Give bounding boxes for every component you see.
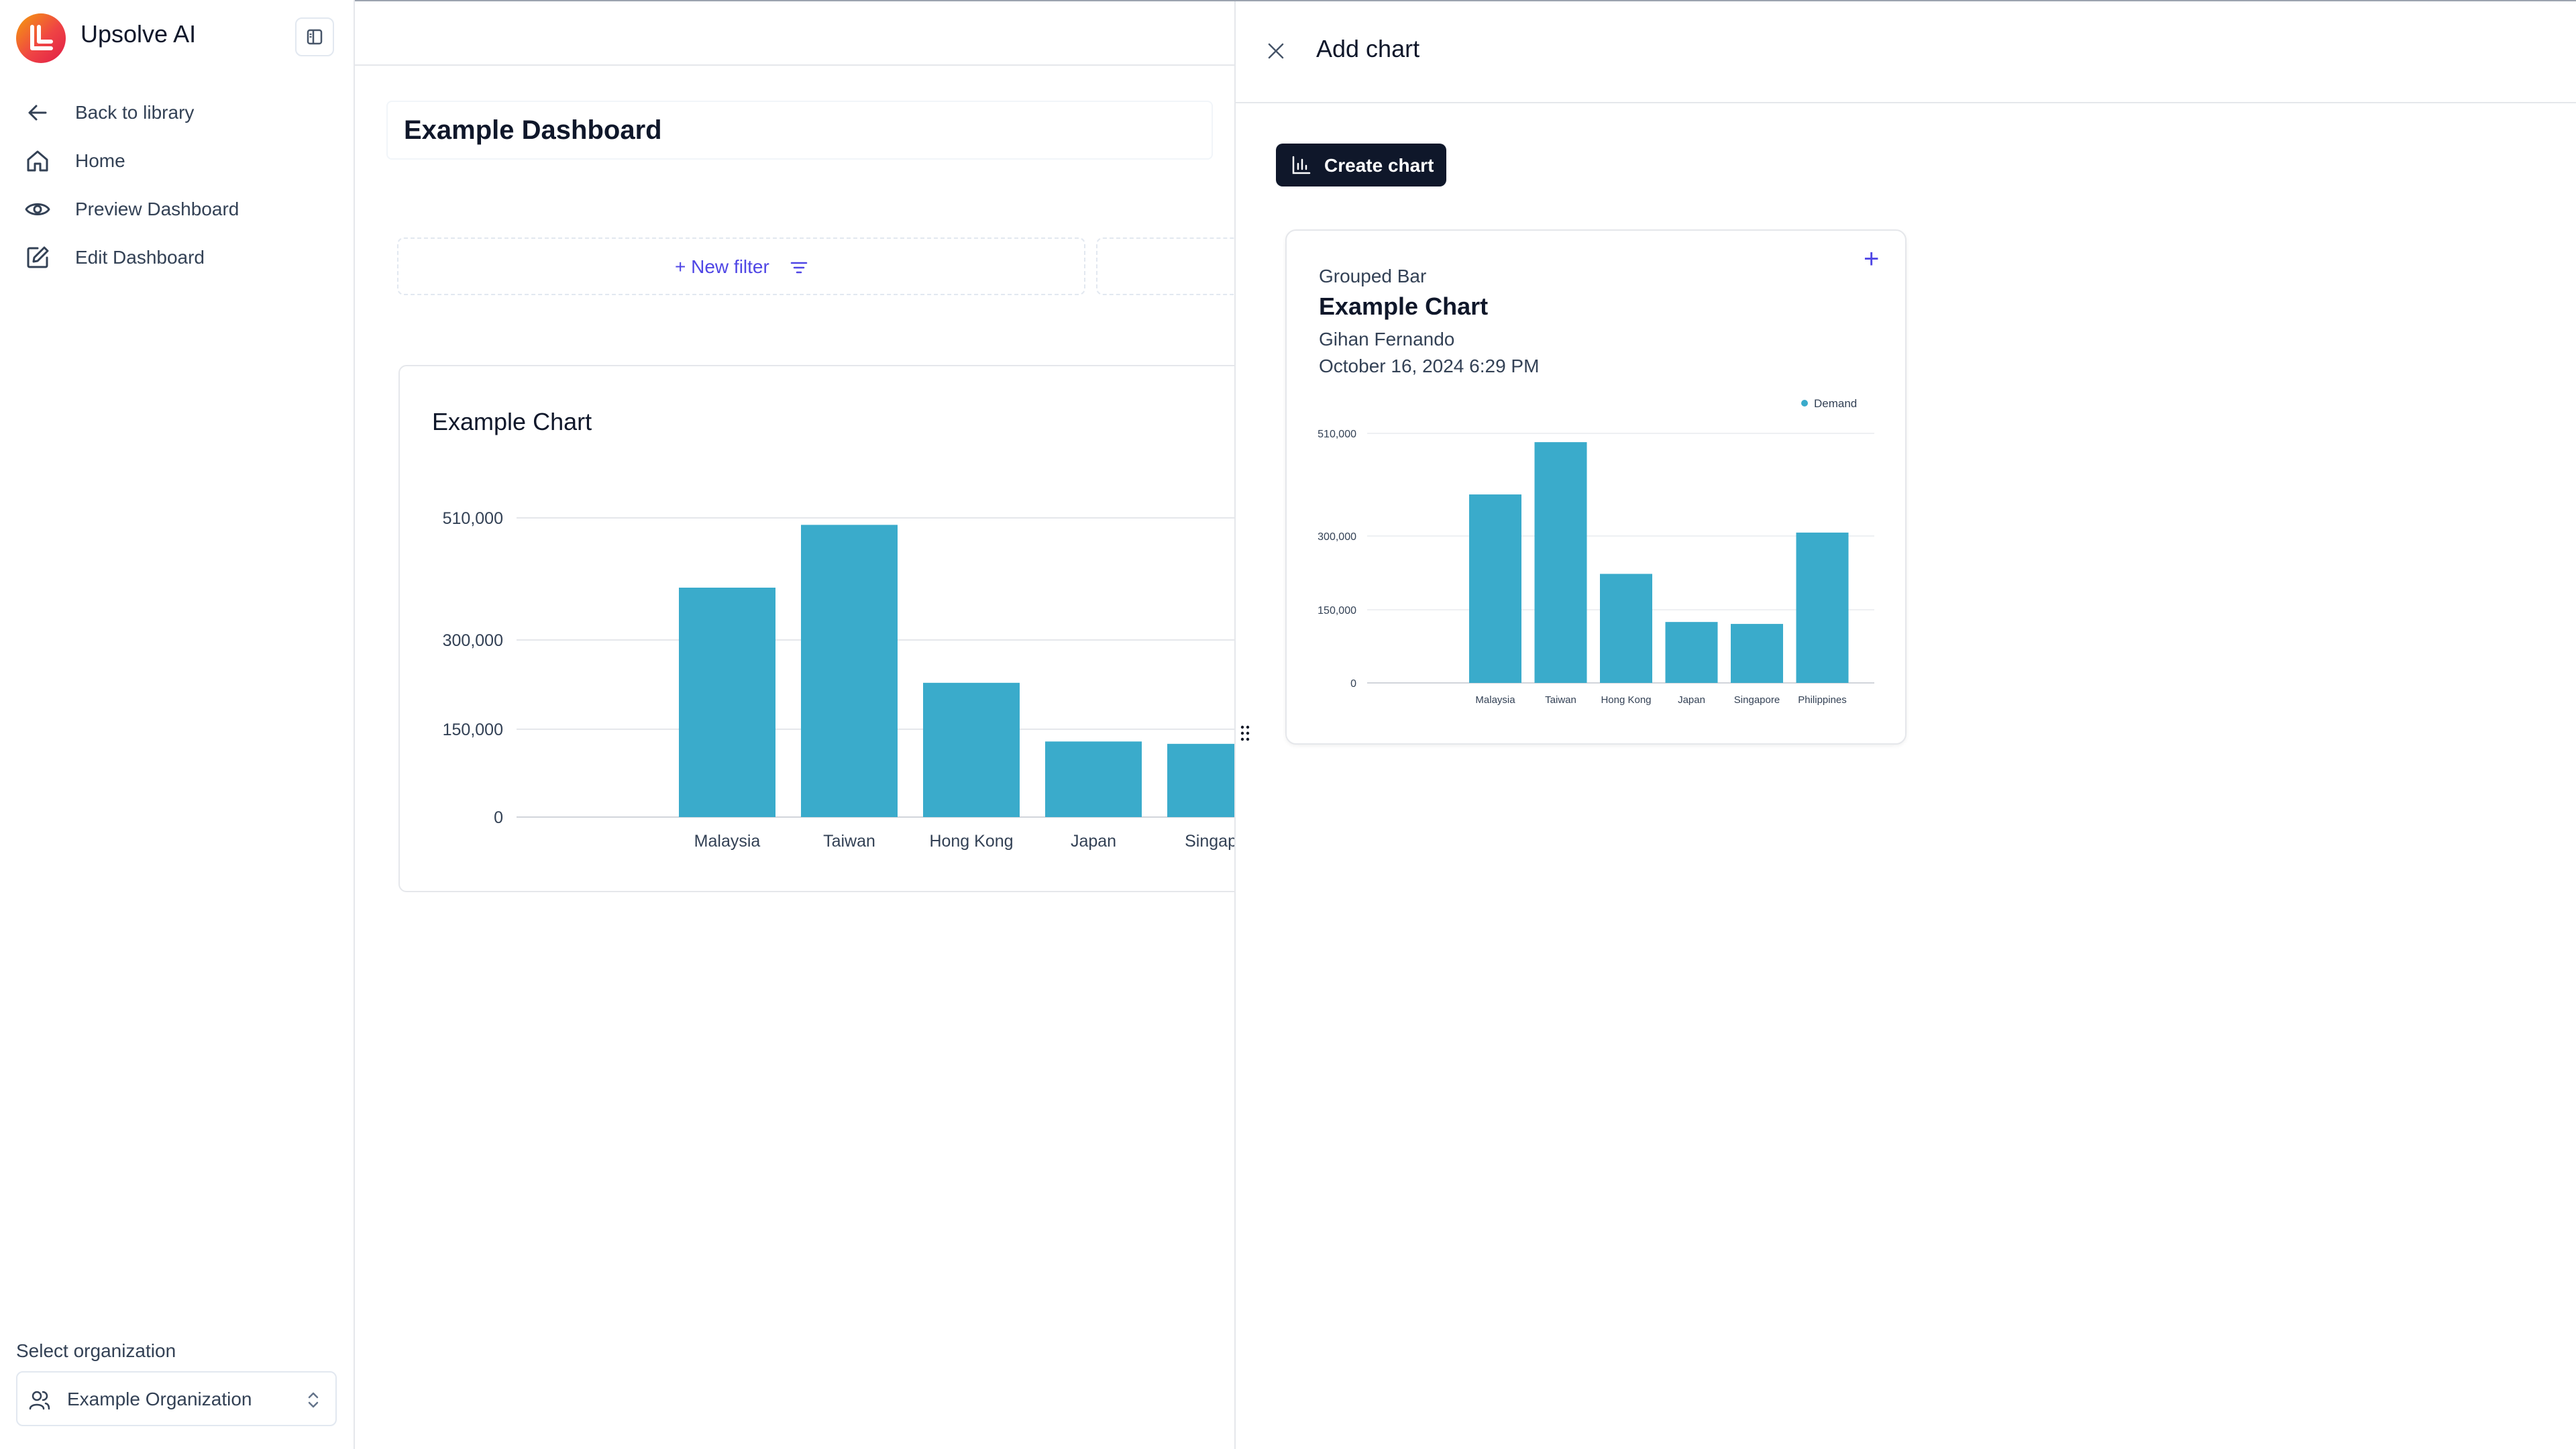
add-chart-plus-button[interactable]: + (1864, 244, 1880, 274)
close-drawer-button[interactable] (1261, 36, 1291, 66)
sidebar-item-label: Home (75, 150, 125, 171)
chart-title: Example Chart (432, 408, 592, 435)
y-tick-label: 150,000 (1318, 605, 1356, 616)
x-tick-label: Japan (1071, 832, 1116, 851)
drag-handle[interactable] (1240, 724, 1250, 742)
logo-mark-icon (30, 25, 53, 50)
x-tick-label: Hong Kong (1601, 694, 1651, 706)
main-bar-chart: 0 150,000 300,000 510,000 Malaysia Taiwan Hong… (443, 509, 1234, 851)
org-select-label: Select organization (16, 1340, 176, 1361)
sidebar-item-back-to-library[interactable]: Back to library (24, 93, 339, 133)
bar (1167, 743, 1234, 817)
x-tick-label: Philippines (1798, 694, 1847, 706)
sidebar-item-label: Edit Dashboard (75, 247, 205, 268)
x-tick-label: Singapore (1734, 694, 1780, 706)
filter-lines-icon (790, 262, 808, 274)
chart-date: October 16, 2024 6:29 PM (1319, 356, 1540, 376)
drawer-title: Add chart (1316, 35, 1420, 62)
filter-slot[interactable] (1096, 237, 1244, 295)
y-tick-label: 300,000 (1318, 531, 1356, 543)
sidebar-item-edit-dashboard[interactable]: Edit Dashboard (24, 237, 339, 278)
legend-swatch (1801, 400, 1808, 407)
collapse-sidebar-button[interactable] (295, 17, 334, 56)
org-select[interactable]: Example Organization (16, 1371, 337, 1426)
new-filter-label: + New filter (675, 256, 769, 277)
y-tick-label: 150,000 (443, 720, 503, 739)
create-chart-label: Create chart (1324, 155, 1434, 176)
eye-icon (25, 203, 50, 215)
sidebar-item-label: Back to library (75, 102, 195, 123)
create-chart-button[interactable]: Create chart (1276, 144, 1446, 186)
close-icon (1268, 43, 1284, 59)
y-tick-label: 0 (494, 808, 503, 827)
app-title: Upsolve AI (80, 20, 197, 48)
window-top-border (0, 0, 2576, 1)
home-icon (27, 150, 48, 172)
x-tick-label: Taiwan (1545, 694, 1576, 706)
arrow-left-icon (28, 105, 47, 121)
bar (923, 682, 1020, 817)
bar-chart-icon (1292, 156, 1311, 174)
x-tick-label: Malaysia (694, 832, 761, 851)
x-tick-label: Singapo (1185, 832, 1234, 851)
y-tick-label: 300,000 (443, 631, 503, 650)
chart-author: Gihan Fernando (1319, 329, 1455, 350)
dashboard-title-box[interactable]: Example Dashboard (386, 101, 1213, 160)
page-title: Example Dashboard (404, 115, 662, 145)
x-tick-label: Japan (1678, 694, 1705, 706)
sidebar-toggle-icon (307, 29, 323, 45)
chevrons-up-down-icon (308, 1392, 319, 1408)
bar (1731, 624, 1783, 683)
new-filter-button[interactable]: + New filter (397, 237, 1085, 295)
bar (1796, 532, 1849, 683)
sidebar-item-preview-dashboard[interactable]: Preview Dashboard (24, 189, 339, 229)
x-tick-label: Malaysia (1475, 694, 1515, 706)
x-tick-label: Taiwan (823, 832, 875, 851)
header-divider (355, 64, 1235, 66)
chart-option-title: Example Chart (1319, 292, 1489, 320)
drawer-header-divider (1236, 102, 2576, 103)
y-tick-label: 0 (1350, 678, 1356, 690)
sidebar (0, 0, 355, 1449)
preview-bar-chart: 0 150,000 300,000 510,000 Demand Malaysia Taiw… (1318, 397, 1874, 706)
sidebar-item-home[interactable]: Home (24, 141, 339, 181)
bar (1665, 622, 1718, 683)
y-tick-label: 510,000 (1318, 429, 1356, 440)
users-icon (29, 1391, 50, 1410)
sidebar-item-label: Preview Dashboard (75, 199, 239, 219)
x-tick-label: Hong Kong (929, 832, 1013, 851)
bar (1469, 494, 1521, 683)
bar (679, 588, 775, 817)
bar (1045, 741, 1142, 817)
bar (1600, 574, 1652, 683)
legend-label: Demand (1814, 397, 1857, 410)
y-tick-label: 510,000 (443, 509, 503, 528)
chart-type-label: Grouped Bar (1319, 266, 1427, 286)
bar (801, 525, 898, 817)
edit-icon (27, 246, 49, 268)
grip-icon (1240, 725, 1250, 741)
bar (1534, 442, 1587, 683)
org-select-value: Example Organization (67, 1389, 252, 1409)
app-logo[interactable] (16, 13, 66, 63)
